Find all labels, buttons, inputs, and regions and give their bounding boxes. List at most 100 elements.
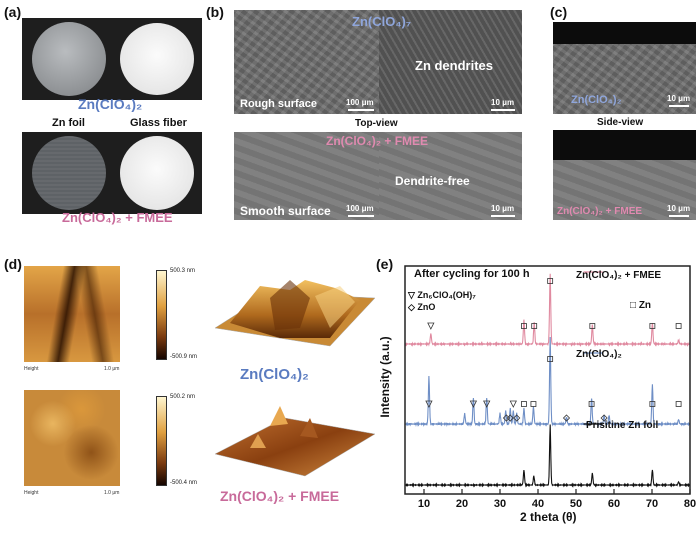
scale-bar-side-bottom bbox=[669, 215, 689, 217]
sem-title-bottom: Zn(ClO₄)₂ + FMEE bbox=[326, 134, 429, 148]
glass-fiber-disc-fmee bbox=[120, 136, 194, 210]
square-marker bbox=[521, 323, 527, 329]
series-label-zn-clo4: Zn(ClO₄)₂ bbox=[576, 349, 622, 360]
sem-scale-100-bottom: 100 μm bbox=[346, 204, 374, 213]
xrd-ylabel: Intensity (a.u.) bbox=[378, 336, 392, 418]
series-line bbox=[405, 336, 691, 427]
zn-foil-disc-fmee bbox=[32, 136, 106, 210]
scale-bar-10-top bbox=[491, 109, 515, 111]
legend-diamond-text: ZnO bbox=[417, 302, 436, 312]
sem-top-high: Zn dendrites 10 μm bbox=[379, 10, 522, 114]
x-tick-label: 20 bbox=[456, 498, 468, 510]
diamond-marker bbox=[513, 414, 521, 422]
x-tick-label: 10 bbox=[418, 498, 430, 510]
scale-bar-100-top bbox=[348, 109, 374, 111]
sem-rough-label: Rough surface bbox=[240, 98, 318, 110]
legend-square-label: □ Zn bbox=[630, 300, 652, 311]
panel-label-d: (d) bbox=[4, 256, 22, 272]
afm-scale-top: 1.0 μm bbox=[104, 366, 120, 372]
afm-3d-top bbox=[214, 280, 376, 347]
side-scale-top: 10 μm bbox=[667, 94, 691, 103]
side-top-black bbox=[553, 22, 696, 44]
triangle-marker bbox=[469, 400, 478, 408]
glass-fiber-disc bbox=[120, 23, 194, 95]
afm-height-top: Height bbox=[24, 366, 39, 372]
colorbar-bottom-min: -500.4 nm bbox=[170, 480, 198, 486]
sem-dendrites-label: Zn dendrites bbox=[415, 58, 494, 73]
side-view-label: Side-view bbox=[597, 117, 644, 128]
square-marker bbox=[675, 323, 682, 329]
square-marker bbox=[547, 278, 554, 284]
photo-zn-clo4-fmee bbox=[22, 132, 202, 214]
caption-zn-clo4: Zn(ClO₄)₂ bbox=[78, 96, 143, 112]
triangle-marker bbox=[483, 400, 491, 408]
square-marker bbox=[589, 323, 596, 329]
sem-top-low: Rough surface 100 μm bbox=[234, 10, 379, 114]
x-tick-label: 30 bbox=[494, 498, 506, 510]
x-tick-label: 80 bbox=[684, 498, 696, 510]
colorbar-bottom-max: 500.2 nm bbox=[170, 394, 196, 400]
sem-side-top: Zn(ClO₄)₂ 10 μm bbox=[553, 22, 696, 114]
caption-zn-foil: Zn foil bbox=[52, 117, 85, 129]
square-marker bbox=[675, 401, 682, 407]
colorbar-top-max: 500.3 nm bbox=[170, 268, 196, 274]
diamond-marker bbox=[506, 414, 514, 422]
caption-glass-fiber: Glass fiber bbox=[130, 117, 187, 129]
series-label-fmee: Zn(ClO₄)₂ + FMEE bbox=[576, 270, 662, 281]
legend-triangle-text: Zn₆ClO₄(OH)₇ bbox=[417, 290, 476, 300]
sem-title-top: Zn(ClO₄)₇ bbox=[352, 14, 412, 29]
afm-map-top bbox=[24, 266, 120, 362]
panel-label-b: (b) bbox=[206, 4, 224, 20]
colorbar-bottom bbox=[156, 396, 167, 486]
diamond-marker bbox=[600, 414, 608, 422]
xrd-frame bbox=[404, 265, 691, 495]
sem-side-bottom: Zn(ClO₄)₂ + FMEE 10 μm bbox=[553, 130, 696, 220]
scale-bar-side-top bbox=[669, 105, 689, 107]
legend-square-text: Zn bbox=[638, 300, 652, 311]
x-tick-label: 50 bbox=[570, 498, 582, 510]
square-marker bbox=[531, 323, 538, 329]
legend-triangle-label: ▽ Zn₆ClO₄(OH)₇ bbox=[408, 290, 476, 300]
zn-foil-disc bbox=[32, 22, 106, 96]
sem-bottom-low: Smooth surface 100 μm bbox=[234, 132, 379, 220]
caption-zn-clo4-fmee: Zn(ClO₄)₂ + FMEE bbox=[62, 210, 173, 225]
scale-bar-100-bottom bbox=[348, 215, 374, 217]
x-tick-label: 70 bbox=[646, 498, 658, 510]
square-marker bbox=[547, 356, 554, 362]
series-line bbox=[404, 424, 691, 488]
afm-height-bottom: Height bbox=[24, 490, 39, 496]
sem-scale-10-bottom: 10 μm bbox=[491, 204, 515, 213]
triangle-marker bbox=[425, 400, 433, 408]
series-line bbox=[404, 273, 691, 347]
series-label-pristine: Prisitine Zn foil bbox=[586, 420, 659, 431]
panel-label-a: (a) bbox=[4, 4, 22, 20]
square-marker bbox=[649, 323, 656, 329]
xrd-plot-area bbox=[404, 271, 691, 488]
sem-scale-100-top: 100 μm bbox=[346, 98, 374, 107]
side-bottom-black bbox=[553, 130, 696, 160]
panel-label-c: (c) bbox=[550, 4, 568, 20]
afm-scale-bottom: 1.0 μm bbox=[104, 490, 120, 496]
sem-dendrite-free-label: Dendrite-free bbox=[395, 174, 470, 188]
colorbar-top bbox=[156, 270, 167, 360]
top-view-label: Top-view bbox=[355, 118, 398, 129]
xrd-annotation: After cycling for 100 h bbox=[414, 268, 530, 280]
triangle-marker bbox=[427, 322, 435, 330]
side-scale-bottom: 10 μm bbox=[667, 204, 691, 213]
photo-zn-clo4 bbox=[22, 18, 202, 100]
xrd-axes: 10 20 30 40 50 60 70 80 bbox=[404, 265, 696, 510]
side-top-label: Zn(ClO₄)₂ bbox=[571, 94, 622, 106]
afm-3d-bottom bbox=[214, 406, 376, 477]
legend-diamond-label: ◇ ZnO bbox=[408, 302, 436, 312]
afm-label-top: Zn(ClO₄)₂ bbox=[240, 366, 309, 383]
x-tick-label: 60 bbox=[608, 498, 620, 510]
xrd-xlabel: 2 theta (θ) bbox=[520, 510, 577, 524]
square-marker bbox=[588, 401, 595, 407]
afm-label-bottom: Zn(ClO₄)₂ + FMEE bbox=[220, 488, 340, 504]
diamond-marker bbox=[562, 414, 571, 422]
sem-smooth-label: Smooth surface bbox=[240, 204, 331, 218]
square-marker bbox=[649, 401, 656, 407]
square-marker bbox=[530, 401, 537, 407]
panel-label-e: (e) bbox=[376, 256, 394, 272]
square-marker bbox=[521, 401, 527, 407]
